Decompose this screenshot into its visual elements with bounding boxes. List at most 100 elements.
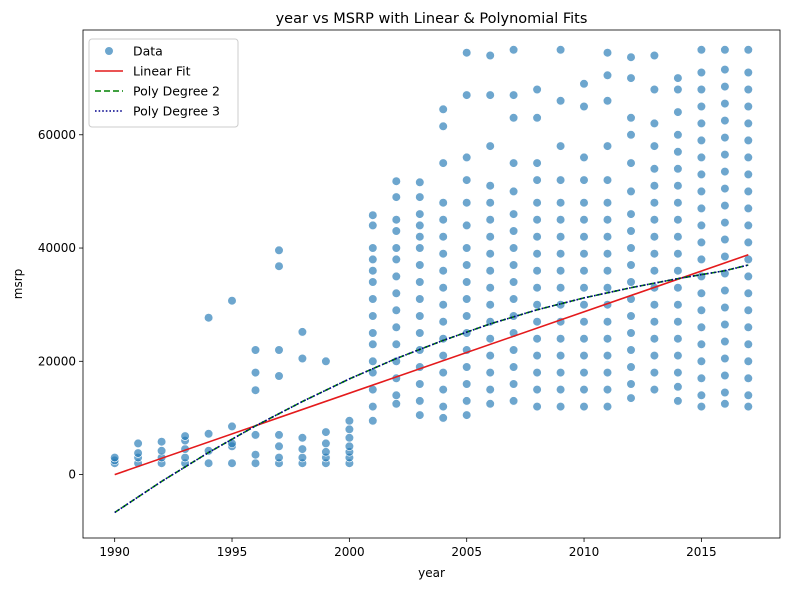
data-point [227, 421, 237, 432]
data-point [415, 209, 425, 219]
y-tick-label: 40000 [38, 241, 76, 255]
data-point [743, 186, 753, 196]
data-point [743, 152, 753, 162]
data-point [532, 84, 542, 95]
data-point [579, 232, 589, 242]
legend-item: Linear Fit [95, 64, 191, 79]
data-point [462, 90, 472, 100]
data-point [602, 96, 613, 106]
data-point [485, 283, 495, 293]
data-point [297, 353, 308, 364]
linear-fit-line [114, 254, 749, 476]
data-point [508, 45, 519, 55]
data-point [626, 328, 636, 338]
y-axis-label: msrp [11, 269, 25, 300]
data-point [743, 356, 753, 366]
data-point [673, 130, 683, 140]
data-point [368, 210, 378, 220]
data-point [508, 243, 519, 253]
data-point [720, 234, 730, 245]
data-point [555, 368, 566, 378]
data-point [274, 441, 284, 451]
x-tick-label: 2000 [334, 545, 365, 559]
data-point [438, 266, 448, 276]
data-point [391, 399, 401, 409]
data-point [696, 390, 707, 400]
data-point [391, 254, 401, 264]
data-point [532, 283, 542, 293]
data-point [626, 113, 636, 123]
data-point [555, 402, 566, 412]
axes: 1990 1995 2000 2005 2010 2015 0 20000 40000 60000 [38, 29, 781, 559]
data-point [743, 373, 753, 383]
data-point [438, 351, 448, 361]
data-point [579, 368, 589, 378]
data-point [508, 209, 519, 219]
data-point [227, 458, 237, 468]
data-point [626, 73, 636, 83]
data-point [508, 277, 519, 287]
data-point [602, 175, 613, 185]
data-point [579, 334, 589, 344]
data-point [250, 458, 261, 468]
data-point [508, 226, 519, 236]
data-point [555, 175, 566, 185]
data-point [555, 283, 566, 293]
data-point [532, 232, 542, 242]
data-point [415, 379, 425, 389]
data-point [438, 317, 448, 327]
data-point [462, 260, 472, 270]
data-point [368, 220, 378, 230]
data-point [555, 45, 566, 55]
data-point [415, 177, 425, 187]
y-tick-label: 0 [68, 468, 76, 482]
data-point [157, 437, 167, 447]
data-point [368, 416, 378, 426]
axes-frame [82, 29, 781, 539]
data-point [743, 220, 753, 230]
data-point [204, 429, 214, 439]
data-point [180, 431, 190, 441]
data-point [297, 327, 308, 337]
data-point [696, 402, 707, 412]
data-point [626, 393, 636, 403]
data-point [344, 433, 355, 443]
data-point [391, 305, 401, 315]
data-point [649, 198, 660, 208]
data-point [485, 351, 495, 361]
data-point [368, 356, 378, 366]
data-point [415, 192, 425, 202]
data-point [415, 328, 425, 338]
data-point [626, 130, 636, 140]
data-point [579, 351, 589, 361]
data-point [438, 121, 448, 131]
data-point [696, 152, 707, 162]
data-point [391, 192, 401, 202]
x-tick-label: 1990 [99, 545, 130, 559]
data-point [720, 184, 730, 194]
data-point [696, 254, 707, 264]
data-point [250, 450, 261, 460]
data-point [720, 399, 730, 409]
poly-degree-3-line [114, 264, 749, 514]
data-point [649, 300, 660, 310]
data-point [250, 368, 261, 378]
data-point [720, 319, 730, 330]
data-point [602, 351, 613, 361]
data-point [720, 285, 730, 296]
data-point [508, 345, 519, 355]
data-point [696, 288, 707, 298]
data-point [532, 158, 542, 168]
data-point [626, 243, 636, 253]
data-point [555, 266, 566, 276]
data-points [110, 45, 753, 468]
data-point [485, 385, 495, 395]
data-point [485, 249, 495, 259]
data-point [579, 385, 589, 395]
data-point [508, 260, 519, 270]
data-point [696, 203, 707, 213]
data-point [720, 167, 730, 177]
data-point [602, 198, 613, 208]
data-point [743, 45, 753, 55]
